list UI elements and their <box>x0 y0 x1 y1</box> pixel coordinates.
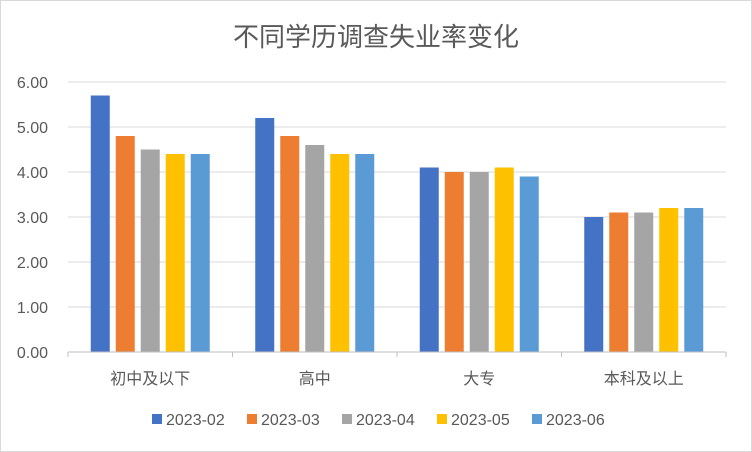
y-axis-ticks: 0.00 1.00 2.00 3.00 4.00 5.00 6.00 <box>17 75 48 362</box>
legend-label: 2023-02 <box>166 412 225 429</box>
y-tick-label: 1.00 <box>17 300 48 317</box>
bar <box>684 208 704 352</box>
x-axis-categories: 初中及以下 高中 大专 本科及以上 <box>110 369 684 388</box>
bar <box>609 212 629 352</box>
bar <box>584 217 604 352</box>
x-category-label: 高中 <box>299 369 331 388</box>
y-tick-label: 4.00 <box>17 165 48 182</box>
bar <box>90 95 110 352</box>
bar <box>305 145 325 352</box>
y-tick-label: 6.00 <box>17 75 48 92</box>
bar <box>355 154 375 352</box>
bar <box>280 136 300 352</box>
legend-swatch <box>437 414 447 424</box>
x-axis <box>67 351 727 357</box>
bar <box>140 149 160 352</box>
legend-swatch <box>152 414 162 424</box>
x-category-label: 大专 <box>463 369 495 388</box>
legend-label: 2023-06 <box>546 412 605 429</box>
bars <box>90 95 704 352</box>
legend-label: 2023-03 <box>261 412 320 429</box>
bar <box>634 212 654 352</box>
legend-swatch <box>532 414 542 424</box>
y-tick-label: 2.00 <box>17 255 48 272</box>
bar <box>419 167 439 352</box>
x-category-label: 初中及以下 <box>110 369 190 388</box>
bar <box>494 167 514 352</box>
legend: 2023-02 2023-03 2023-04 2023-05 2023-06 <box>152 412 605 429</box>
bar <box>659 208 679 352</box>
bar <box>330 154 350 352</box>
legend-swatch <box>247 414 257 424</box>
bar <box>115 136 135 352</box>
bar <box>255 118 275 352</box>
bar <box>444 172 464 352</box>
legend-swatch <box>342 414 352 424</box>
bar <box>190 154 210 352</box>
chart-title: 不同学历调查失业率变化 <box>233 23 519 53</box>
y-tick-label: 5.00 <box>17 120 48 137</box>
legend-label: 2023-04 <box>356 412 415 429</box>
y-tick-label: 0.00 <box>17 345 48 362</box>
bar <box>469 172 489 352</box>
bar <box>519 176 539 352</box>
legend-label: 2023-05 <box>451 412 510 429</box>
x-category-label: 本科及以上 <box>604 369 684 388</box>
y-tick-label: 3.00 <box>17 210 48 227</box>
bar <box>165 154 185 352</box>
